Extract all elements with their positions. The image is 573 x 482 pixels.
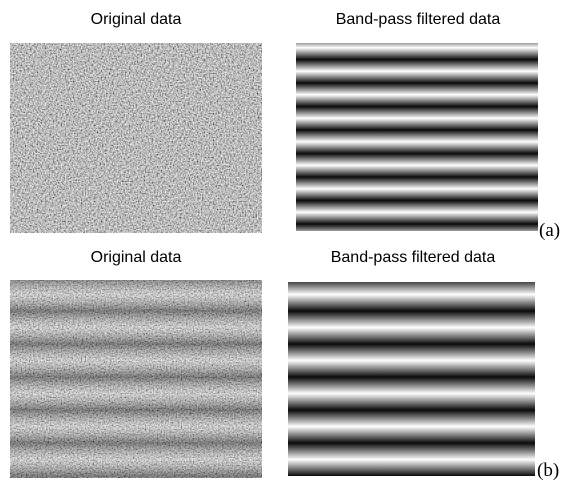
noise-overlay xyxy=(10,280,262,478)
figure: Original data Band-pass filtered data (a… xyxy=(0,0,573,482)
page: Original data Band-pass filtered data (a… xyxy=(0,0,573,482)
left-title: Original data xyxy=(91,11,182,28)
stripe-image xyxy=(288,282,535,476)
panel-label: (b) xyxy=(537,460,559,481)
panel-label: (a) xyxy=(539,220,560,241)
right-title: Band-pass filtered data xyxy=(336,11,501,28)
right-title: Band-pass filtered data xyxy=(331,249,496,266)
left-title: Original data xyxy=(91,249,182,266)
stripe-image xyxy=(296,43,538,231)
noise-image xyxy=(10,43,262,233)
